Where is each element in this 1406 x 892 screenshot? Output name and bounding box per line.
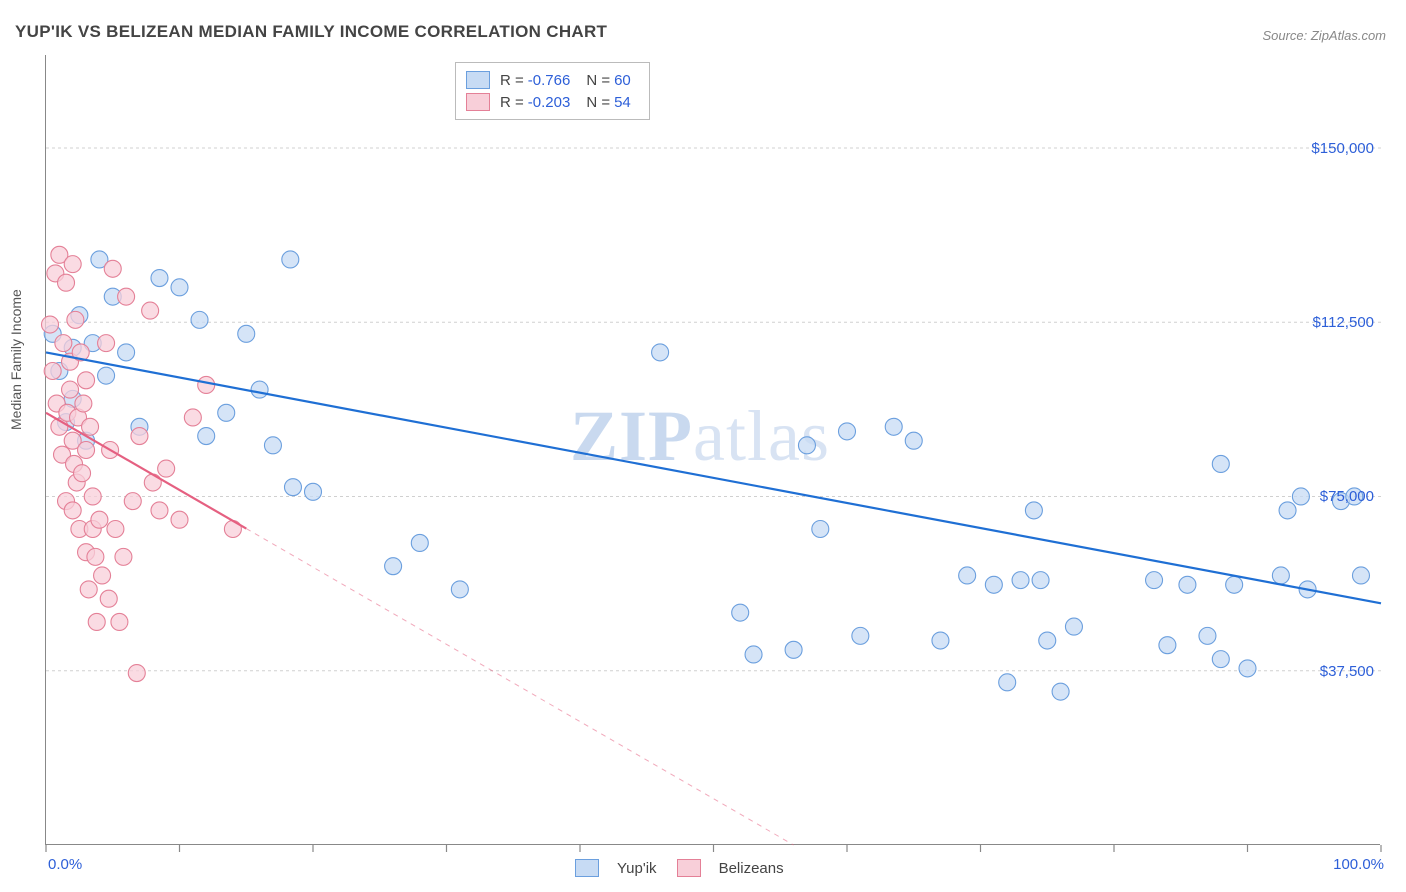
y-tick-label: $150,000 [1311,140,1374,157]
y-tick-label: $37,500 [1320,663,1374,680]
legend-label-yupik: Yup'ik [617,860,657,877]
legend-item: Belizeans [677,859,784,877]
legend-n-value-belizeans: 54 [614,94,631,111]
legend-label-belizeans: Belizeans [719,860,784,877]
legend-r-label: R = [500,72,524,89]
legend-swatch-yupik [466,71,490,89]
legend-r-value-belizeans: -0.203 [528,94,571,111]
legend-swatch-belizeans [466,93,490,111]
legend-n-value-yupik: 60 [614,72,631,89]
x-tick-start: 0.0% [48,856,82,873]
legend-n-label: N = [586,72,610,89]
legend-stats: R = -0.766 N = 60 R = -0.203 N = 54 [455,62,650,120]
plot-area [45,55,1380,845]
legend-r-label: R = [500,94,524,111]
plot-svg [46,55,1381,845]
legend-row: R = -0.766 N = 60 [466,69,635,91]
x-tick-end: 100.0% [1333,856,1384,873]
chart-container: YUP'IK VS BELIZEAN MEDIAN FAMILY INCOME … [0,0,1406,892]
legend-item: Yup'ik [575,859,657,877]
chart-source: Source: ZipAtlas.com [1262,28,1386,43]
legend-swatch-yupik [575,859,599,877]
y-tick-label: $112,500 [1313,314,1374,331]
y-axis-label: Median Family Income [8,289,24,430]
legend-swatch-belizeans [677,859,701,877]
legend-r-value-yupik: -0.766 [528,72,571,89]
legend-n-label: N = [586,94,610,111]
legend-row: R = -0.203 N = 54 [466,91,635,113]
legend-series: Yup'ik Belizeans [575,859,784,877]
y-tick-label: $75,000 [1320,488,1374,505]
chart-title: YUP'IK VS BELIZEAN MEDIAN FAMILY INCOME … [15,22,607,42]
